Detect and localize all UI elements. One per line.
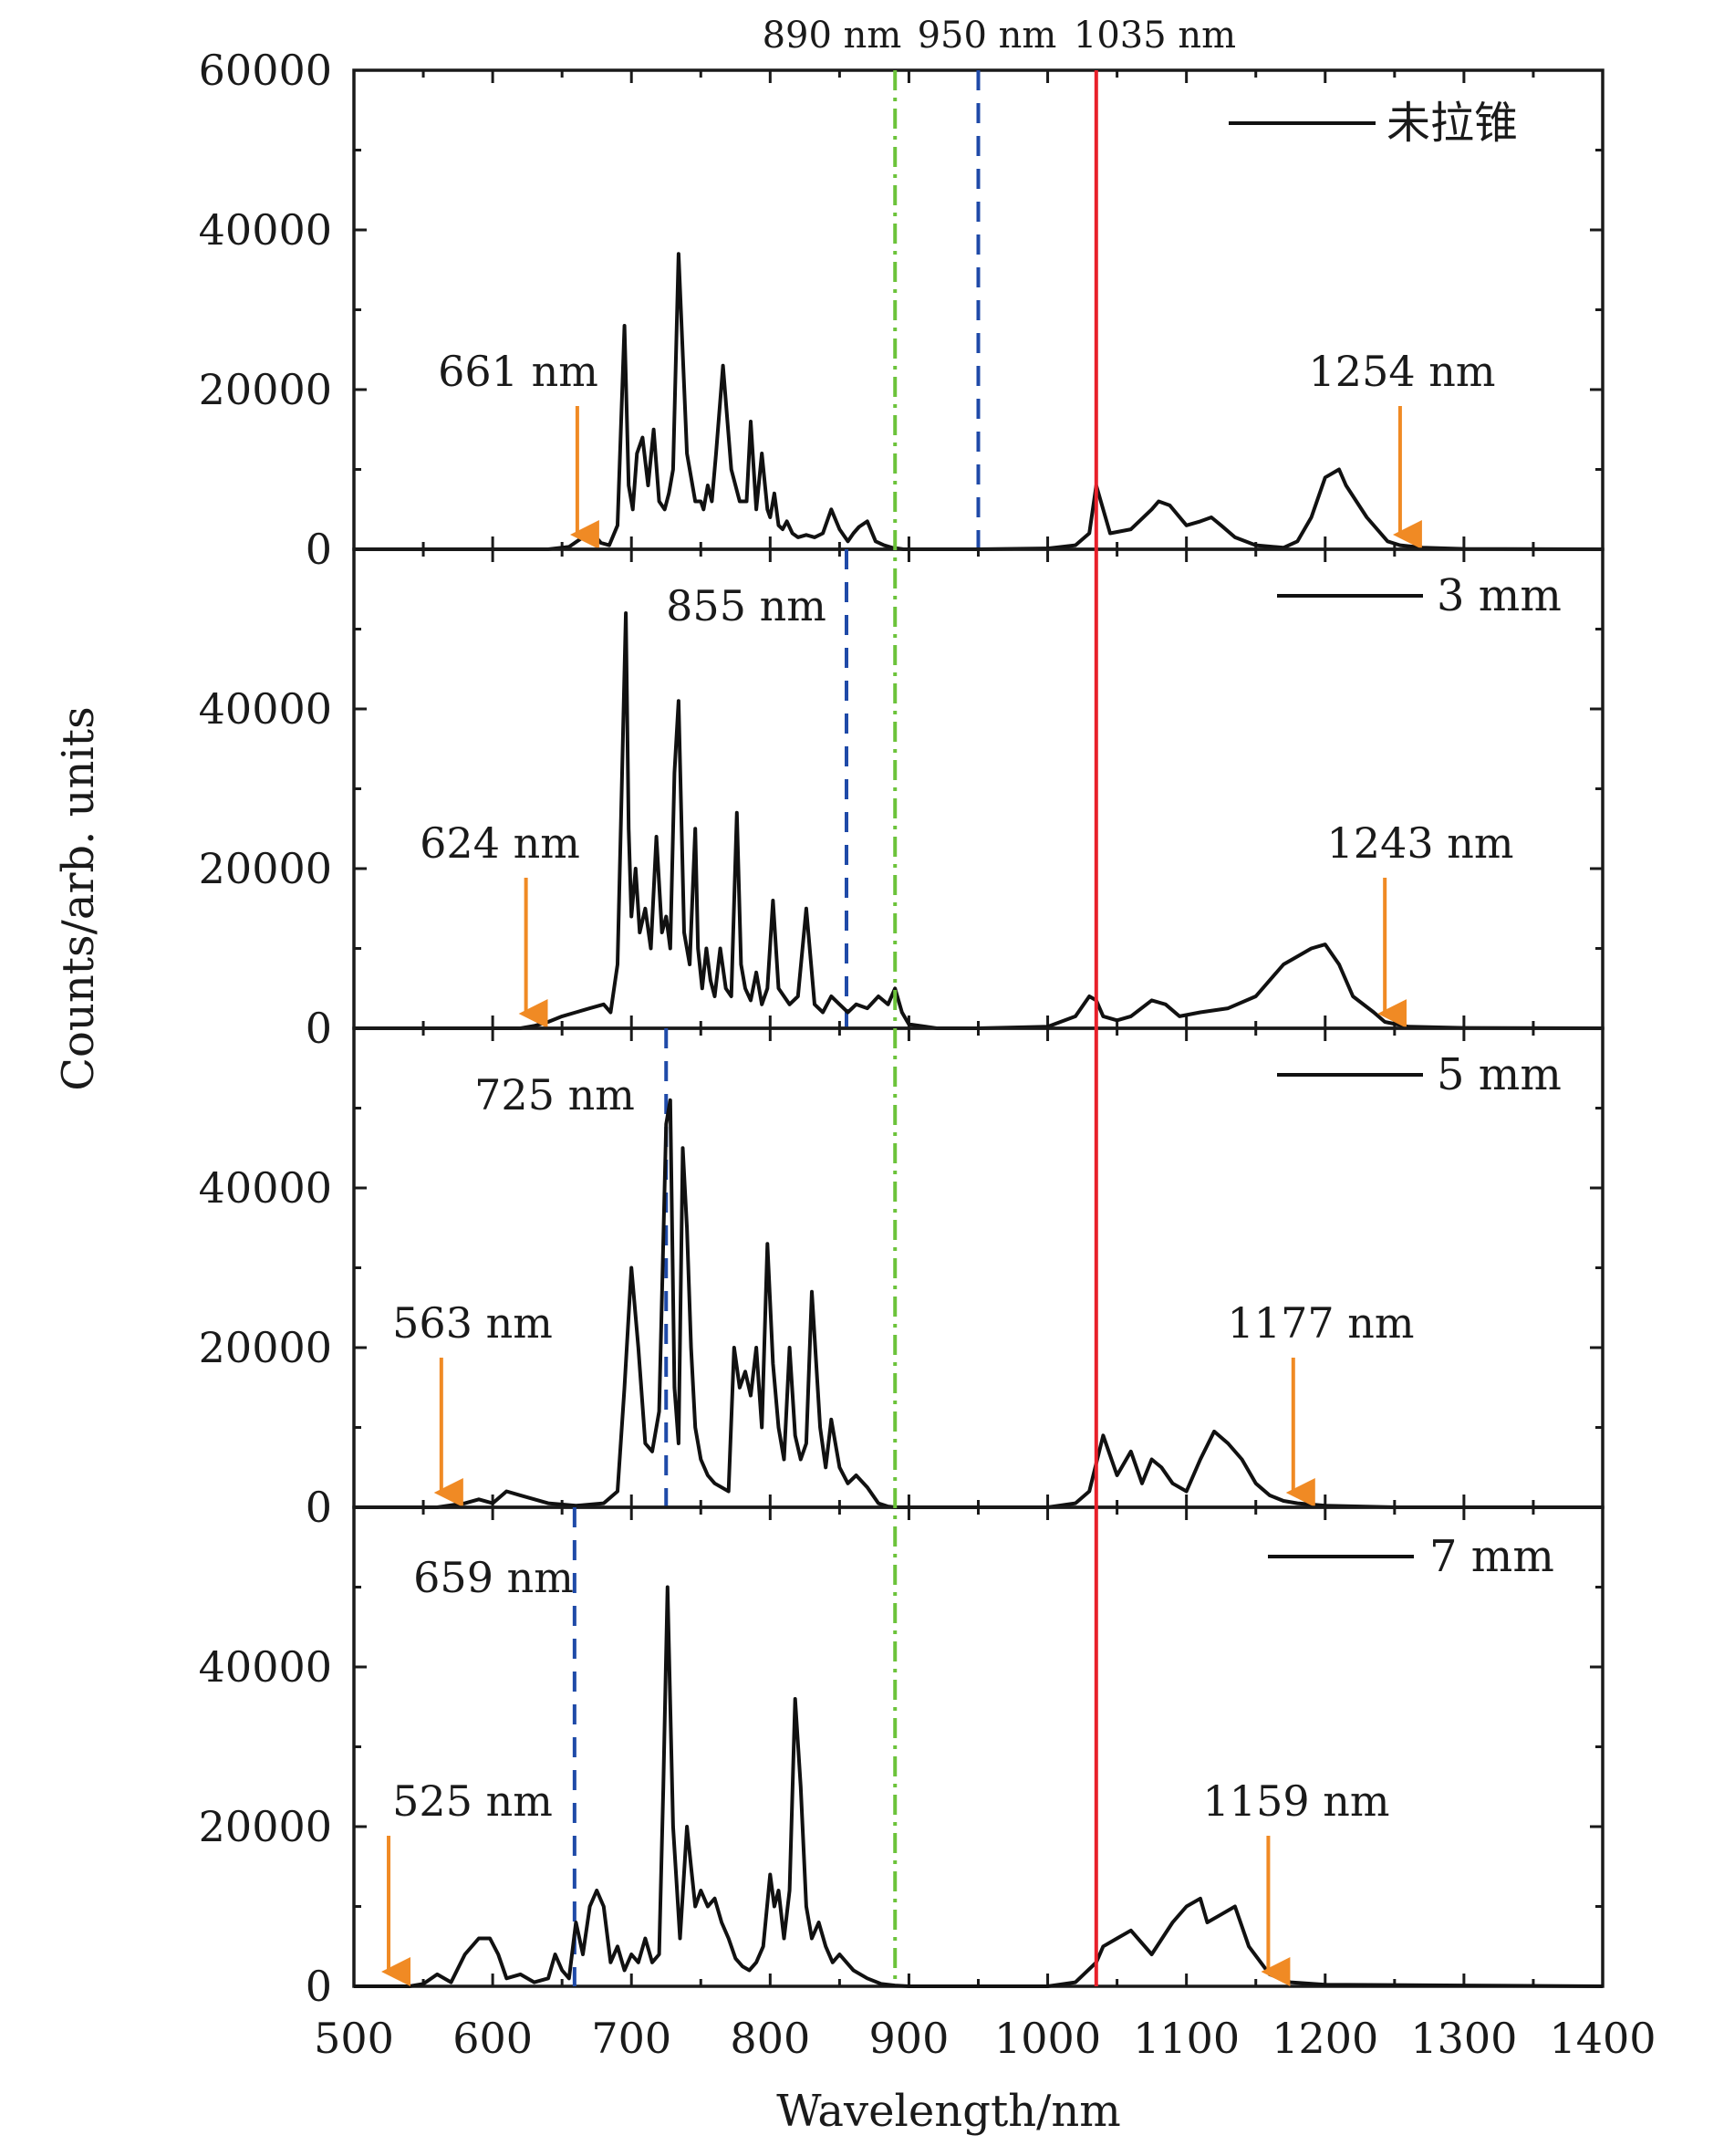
y-tick-label: 20000 xyxy=(199,1323,332,1372)
arrow-label: 563 nm xyxy=(392,1298,553,1348)
spectrum-trace xyxy=(354,252,1604,551)
y-tick-label: 20000 xyxy=(199,844,332,893)
x-tick-label: 1400 xyxy=(1549,2014,1656,2063)
arrow-label: 1177 nm xyxy=(1228,1298,1415,1348)
y-tick-label: 0 xyxy=(306,1004,332,1053)
spectrum-trace xyxy=(354,1585,1604,1988)
y-tick-label: 20000 xyxy=(199,1802,332,1851)
top-label: 890 nm xyxy=(763,15,902,57)
x-tick-label: 1100 xyxy=(1133,2014,1240,2063)
panel-4: 0 20000 40000 659 nm 525 nm 1159 nm 7 mm xyxy=(199,1505,1605,2011)
panel-3: 0 20000 40000 725 nm 563 nm 1177 nm 5 mm xyxy=(199,1026,1605,1532)
legend-label: 5 mm xyxy=(1437,1049,1562,1100)
blue-line-label: 725 nm xyxy=(474,1070,635,1120)
arrow-label: 661 nm xyxy=(438,347,598,396)
reference-lines-layer xyxy=(893,70,1098,1986)
y-tick-label: 0 xyxy=(306,1962,332,2011)
top-labels-layer: 890 nm 950 nm 1035 nm xyxy=(763,15,1236,57)
x-axis-label: Wavelength/nm xyxy=(776,2086,1121,2137)
y-tick-label: 0 xyxy=(306,525,332,574)
arrow-label: 1254 nm xyxy=(1309,347,1496,396)
x-tick-label: 800 xyxy=(730,2014,810,2063)
x-tick-label: 900 xyxy=(869,2014,950,2063)
panel-1: 0 20000 40000 60000 661 nm 1254 nm 未拉锥 xyxy=(199,46,1605,574)
legend-label: 未拉锥 xyxy=(1386,98,1518,149)
panel-2: 0 20000 40000 855 nm 624 nm 1243 nm 3 mm xyxy=(199,547,1605,1053)
arrow-label: 1159 nm xyxy=(1203,1776,1390,1826)
x-tick-label: 1200 xyxy=(1272,2014,1378,2063)
x-tick-label: 600 xyxy=(452,2014,533,2063)
arrow-label: 525 nm xyxy=(392,1776,553,1826)
spectrum-trace xyxy=(354,611,1604,1030)
y-tick-label: 40000 xyxy=(199,1163,332,1213)
panel-frame xyxy=(352,547,1605,1030)
blue-line-label: 659 nm xyxy=(413,1553,574,1602)
y-tick-label: 0 xyxy=(306,1483,332,1532)
blue-line-label: 855 nm xyxy=(666,581,826,630)
legend-label: 7 mm xyxy=(1429,1531,1554,1582)
x-tick-label: 1000 xyxy=(994,2014,1101,2063)
top-label: 950 nm xyxy=(918,15,1057,57)
x-tick-label: 700 xyxy=(591,2014,671,2063)
y-tick-label: 40000 xyxy=(199,205,332,255)
panels-layer: 0 20000 40000 60000 661 nm 1254 nm 未拉锥 0 20000 40… xyxy=(199,46,1605,2011)
legend-label: 3 mm xyxy=(1437,570,1562,621)
y-tick-label: 60000 xyxy=(199,46,332,95)
x-tick-label: 1300 xyxy=(1410,2014,1517,2063)
x-axis-layer: 500 600 700 800 900 1000 1100 1200 1300 1400 xyxy=(314,2014,1656,2063)
spectrum-trace xyxy=(354,1098,1603,1509)
y-tick-label: 40000 xyxy=(199,1642,332,1692)
y-tick-label: 40000 xyxy=(199,684,332,734)
arrow-label: 624 nm xyxy=(420,818,580,868)
y-axis-label: Counts/arb. units xyxy=(53,706,104,1090)
x-tick-label: 500 xyxy=(314,2014,394,2063)
arrow-label: 1243 nm xyxy=(1327,818,1514,868)
top-label: 1035 nm xyxy=(1074,15,1236,57)
y-tick-label: 20000 xyxy=(199,365,332,414)
